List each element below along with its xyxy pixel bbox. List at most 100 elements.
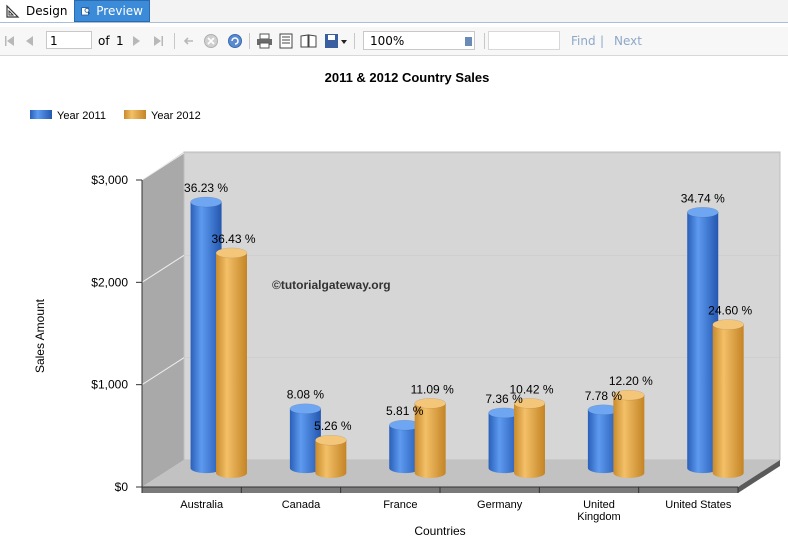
bar — [414, 398, 446, 478]
x-tick-label: France — [383, 499, 417, 511]
page-setup-icon[interactable] — [300, 33, 317, 49]
next-page-icon[interactable] — [130, 35, 142, 47]
toolbar-separator — [249, 33, 250, 49]
bar — [315, 434, 347, 478]
y-tick-label: $3,000 — [91, 173, 128, 187]
tab-design[interactable]: Design — [0, 0, 75, 22]
x-tick-label: Australia — [180, 499, 224, 511]
data-label: 36.43 % — [211, 232, 255, 246]
toolbar-separator — [174, 33, 175, 49]
legend-label-2011: Year 2011 — [57, 110, 106, 122]
y-axis-title: Sales Amount — [33, 298, 47, 373]
column-chart: 2011 & 2012 Country Sales Year 2011 Year… — [30, 70, 781, 538]
find-separator: | — [600, 34, 605, 48]
toolbar-separator — [484, 33, 485, 49]
stop-icon[interactable] — [203, 33, 219, 49]
page-of-label: of — [98, 34, 110, 48]
data-label: 34.74 % — [681, 191, 725, 205]
previous-page-icon[interactable] — [24, 35, 36, 47]
data-label: 7.36 % — [485, 392, 523, 406]
print-icon[interactable] — [256, 33, 273, 49]
floor-side — [738, 460, 780, 493]
data-label: 10.42 % — [509, 382, 553, 396]
data-label: 5.81 % — [386, 404, 424, 418]
page-number-input[interactable]: 1 — [46, 31, 92, 49]
toolbar-separator — [354, 33, 355, 49]
legend-swatch-2011 — [30, 110, 52, 119]
plot-walls — [142, 151, 781, 493]
design-icon — [6, 4, 20, 18]
bar — [513, 398, 546, 478]
legend-swatch-2012 — [124, 110, 146, 119]
next-link[interactable]: Next — [614, 34, 642, 48]
y-tick-label: $2,000 — [91, 275, 128, 289]
bar-body — [315, 440, 347, 478]
bar — [613, 389, 645, 478]
bar-top — [190, 196, 222, 208]
dropdown-arrow-icon — [465, 37, 472, 46]
data-label: 11.09 % — [411, 382, 454, 396]
bar — [587, 404, 620, 474]
y-axis-ticks: $0 $1,000 $2,000 $3,000 — [91, 173, 142, 494]
data-label: 12.20 % — [609, 374, 653, 388]
data-label: 5.26 % — [314, 419, 352, 433]
bar-top — [712, 319, 744, 330]
data-label: 7.78 % — [585, 389, 623, 403]
export-icon[interactable] — [324, 33, 348, 49]
bar — [712, 319, 744, 478]
x-tick-label: Canada — [282, 499, 321, 511]
find-input[interactable] — [488, 31, 560, 50]
zoom-select[interactable]: 100% — [363, 31, 475, 50]
data-labels: 36.23 % 36.43 % 8.08 % 5.26 % 5.81 % 11.09 % 7… — [184, 181, 752, 433]
bar — [388, 419, 421, 474]
legend-label-2012: Year 2012 — [151, 110, 201, 122]
page-total-label: 1 — [116, 34, 124, 48]
bar — [488, 407, 520, 474]
data-label: 24.60 % — [708, 304, 752, 318]
x-axis-title: Countries — [414, 524, 465, 538]
bar-top — [414, 398, 446, 409]
bar-body — [289, 408, 321, 474]
print-layout-icon[interactable] — [278, 33, 294, 49]
bar-body — [488, 412, 520, 474]
y-tick-label: $1,000 — [91, 378, 128, 392]
last-page-icon[interactable] — [152, 35, 164, 47]
bar-top — [613, 389, 645, 401]
bar-body — [687, 212, 719, 474]
bar-body — [414, 403, 446, 478]
bar-body — [587, 409, 619, 474]
gridline-left — [141, 357, 185, 386]
back-icon[interactable] — [183, 35, 195, 47]
find-link[interactable]: Find — [571, 34, 596, 48]
x-axis-ticks: Australia Canada France Germany UnitedKingdo… — [141, 487, 739, 523]
tab-preview[interactable]: Preview — [74, 0, 150, 22]
x-tick-label: United States — [665, 499, 732, 511]
refresh-icon[interactable] — [227, 33, 243, 49]
bar-top — [215, 247, 248, 259]
bar-top — [686, 207, 719, 218]
bar-body — [216, 252, 248, 478]
gridline-left — [141, 152, 185, 181]
bar-top — [513, 398, 546, 409]
zoom-value: 100% — [370, 34, 405, 48]
gridline-left — [141, 254, 185, 283]
tab-preview-label: Preview — [96, 4, 143, 18]
bar-body — [389, 425, 421, 474]
bar-top — [289, 403, 322, 414]
left-wall — [142, 152, 184, 487]
x-tick-label: Kingdom — [577, 511, 620, 523]
bar-top — [315, 434, 347, 446]
y-gridlines — [141, 152, 780, 386]
x-tick-label: Germany — [477, 499, 523, 511]
bar-body — [190, 202, 222, 474]
bar-body — [712, 324, 744, 478]
legend: Year 2011 Year 2012 — [30, 110, 201, 122]
bar — [190, 196, 222, 474]
bar-body — [514, 403, 546, 478]
first-page-icon[interactable] — [4, 35, 16, 47]
tab-bar: Design Preview — [0, 0, 788, 23]
bar-series — [190, 196, 744, 478]
watermark-text: ©tutorialgateway.org — [272, 278, 391, 292]
bar — [215, 247, 248, 478]
report-toolbar: 1 of 1 100% Find | Ne — [0, 27, 788, 56]
